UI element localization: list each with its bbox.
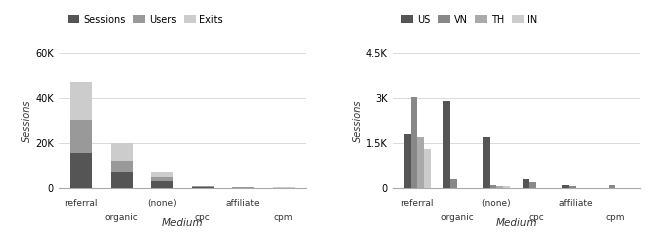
Bar bbox=[490, 185, 496, 188]
Bar bbox=[70, 120, 92, 153]
Bar bbox=[417, 137, 424, 188]
Bar bbox=[569, 187, 576, 188]
Bar bbox=[522, 179, 530, 188]
Bar bbox=[404, 134, 411, 188]
Text: organic: organic bbox=[440, 213, 474, 222]
Legend: US, VN, TH, IN: US, VN, TH, IN bbox=[398, 11, 541, 28]
Bar bbox=[191, 186, 214, 187]
Text: affiliate: affiliate bbox=[226, 199, 261, 208]
Text: cpc: cpc bbox=[195, 213, 210, 222]
Text: referral: referral bbox=[400, 199, 434, 208]
Bar bbox=[450, 179, 457, 188]
Bar bbox=[151, 172, 173, 177]
Text: Medium: Medium bbox=[161, 218, 203, 228]
Bar bbox=[151, 181, 173, 188]
Bar bbox=[503, 187, 510, 188]
Text: Medium: Medium bbox=[496, 218, 537, 228]
Text: (none): (none) bbox=[148, 199, 177, 208]
Bar bbox=[110, 172, 133, 188]
Bar bbox=[110, 161, 133, 172]
Bar bbox=[443, 101, 450, 188]
Bar bbox=[110, 143, 133, 161]
Bar bbox=[562, 185, 569, 188]
Legend: Sessions, Users, Exits: Sessions, Users, Exits bbox=[63, 11, 227, 28]
Text: referral: referral bbox=[65, 199, 98, 208]
Bar bbox=[411, 96, 417, 188]
Bar bbox=[151, 177, 173, 181]
Bar bbox=[424, 149, 431, 188]
Y-axis label: Sessions: Sessions bbox=[353, 99, 363, 142]
Text: (none): (none) bbox=[482, 199, 511, 208]
Bar bbox=[609, 185, 615, 188]
Bar bbox=[530, 182, 536, 188]
Text: organic: organic bbox=[104, 213, 138, 222]
Text: cpm: cpm bbox=[274, 213, 293, 222]
Bar bbox=[70, 82, 92, 120]
Bar bbox=[191, 187, 214, 188]
Bar bbox=[70, 153, 92, 188]
Text: cpm: cpm bbox=[605, 213, 625, 222]
Text: cpc: cpc bbox=[528, 213, 544, 222]
Y-axis label: Sessions: Sessions bbox=[22, 99, 33, 142]
Bar bbox=[483, 137, 490, 188]
Text: affiliate: affiliate bbox=[558, 199, 593, 208]
Bar bbox=[232, 187, 254, 188]
Bar bbox=[496, 187, 503, 188]
